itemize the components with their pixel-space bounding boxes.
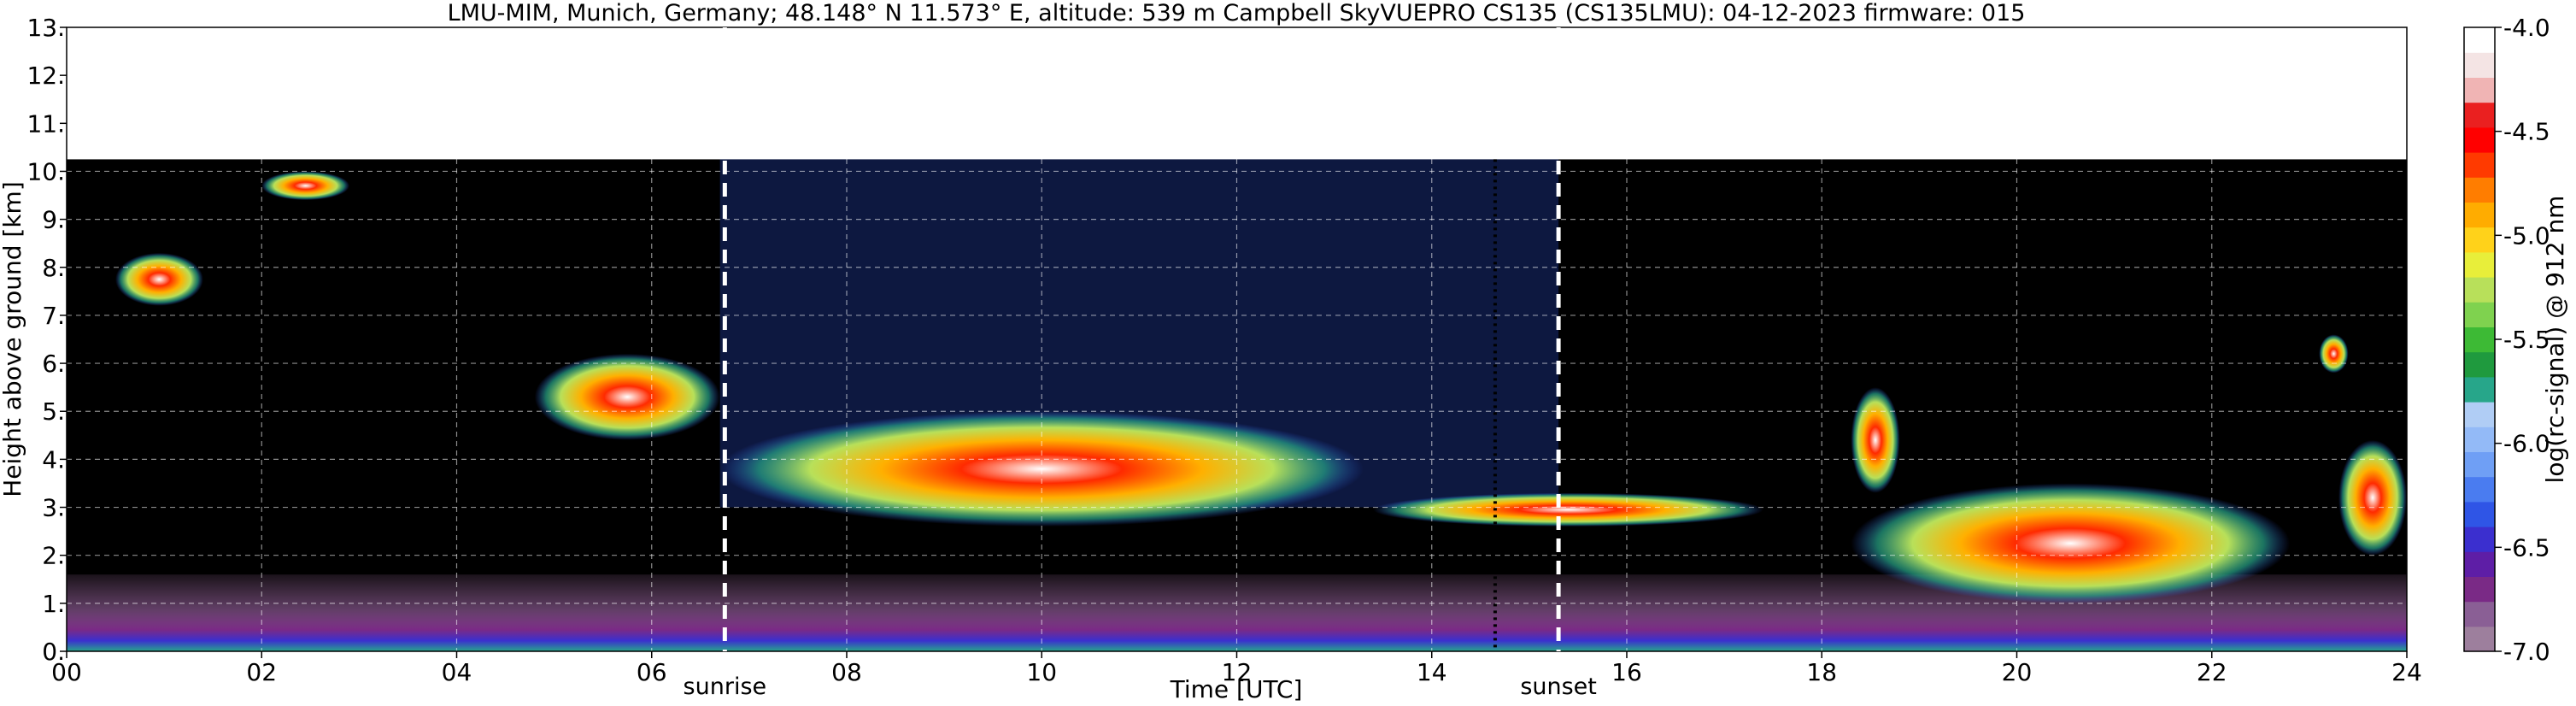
y-tick-label: 12. [26, 62, 65, 90]
colorbar-tick-label: -5.0 [2503, 221, 2550, 250]
y-tick-label: 5. [42, 397, 65, 426]
colorbar-swatch [2464, 626, 2495, 652]
colorbar-swatch [2464, 202, 2495, 228]
y-tick-label: 4. [42, 445, 65, 474]
x-tick-label: 10 [1026, 658, 1057, 686]
colorbar-swatch [2464, 376, 2495, 403]
colorbar-swatch [2464, 351, 2495, 378]
colorbar-swatch [2464, 277, 2495, 303]
colorbar-tick-label: -7.0 [2503, 638, 2550, 666]
colorbar-swatch [2464, 327, 2495, 353]
colorbar-swatch [2464, 476, 2495, 503]
cloud-feature-8 [2319, 334, 2349, 374]
colorbar-swatch [2464, 402, 2495, 427]
y-tick-label: 9. [42, 206, 65, 234]
colorbar-swatch [2464, 177, 2495, 203]
cloud-feature-6 [1851, 483, 2291, 603]
cloud-feature-1 [115, 252, 203, 306]
y-tick-label: 2. [42, 542, 65, 570]
x-tick-label: 12 [1222, 658, 1253, 686]
x-tick-label: 24 [2391, 658, 2422, 686]
x-tick-label: 16 [1611, 658, 1642, 686]
colorbar-swatch [2464, 102, 2495, 128]
colorbar-tick-label: -4.0 [2503, 14, 2550, 42]
colorbar-swatch [2464, 27, 2495, 53]
colorbar-swatch [2464, 302, 2495, 327]
y-tick-label: 11. [26, 109, 65, 138]
y-tick-label: 13. [26, 14, 65, 42]
colorbar-swatch [2464, 77, 2495, 103]
colorbar-tick-label: -4.5 [2503, 118, 2550, 146]
colorbar-swatch [2464, 427, 2495, 452]
x-tick-label: 00 [51, 658, 82, 686]
colorbar-tick-label: -6.0 [2503, 430, 2550, 458]
colorbar-label: log(rc-signal) @ 912 nm [2541, 196, 2569, 484]
grid-lines [67, 27, 2407, 651]
colorbar-swatch [2464, 451, 2495, 478]
colorbar-swatch [2464, 601, 2495, 627]
chart-title: LMU-MIM, Munich, Germany; 48.148° N 11.5… [448, 0, 2026, 26]
x-tick-label: 14 [1417, 658, 1447, 686]
cloud-feature-4 [719, 411, 1364, 527]
colorbar-swatch [2464, 501, 2495, 527]
x-axis-label: Time [UTC] [1170, 675, 1303, 703]
y-tick-label: 1. [42, 590, 65, 618]
colorbar-swatch [2464, 551, 2495, 577]
y-tick-label: 7. [42, 302, 65, 330]
colorbar-swatch [2464, 576, 2495, 603]
x-tick-label: 22 [2197, 658, 2227, 686]
y-tick-label: 0. [42, 638, 65, 666]
x-tick-label: 20 [2002, 658, 2033, 686]
colorbar-swatch [2464, 527, 2495, 552]
cloud-feature-2 [261, 171, 349, 201]
cloud-feature-9 [2338, 439, 2407, 556]
colorbar-tick-label: -5.5 [2503, 326, 2550, 354]
colorbar-swatch [2464, 251, 2495, 278]
sunrise-label: sunrise [684, 674, 767, 700]
x-tick-label: 18 [1806, 658, 1837, 686]
cloud-feature-3 [534, 353, 720, 440]
colorbar-swatch [2464, 227, 2495, 253]
colorbar-swatch [2464, 52, 2495, 78]
cloud-feature-5 [1373, 492, 1763, 527]
cloud-feature-7 [1851, 387, 1900, 493]
colorbar-swatch [2464, 126, 2495, 153]
x-tick-label: 06 [637, 658, 667, 686]
colorbar: -7.0 -6.5 -6.0 -5.5 -5.0 -4.5 -4.0 [2463, 14, 2550, 666]
y-tick-label: 8. [42, 254, 65, 282]
y-tick-label: 3. [42, 494, 65, 522]
y-tick-label: 6. [42, 350, 65, 378]
x-tick-label: 02 [246, 658, 277, 686]
colorbar-swatch [2464, 152, 2495, 178]
x-tick-label: 08 [831, 658, 862, 686]
y-tick-label: 10. [26, 157, 65, 185]
x-tick-label: 04 [442, 658, 472, 686]
y-axis-label: Height above ground [km] [0, 181, 26, 497]
colorbar-tick-label: -6.5 [2503, 533, 2550, 562]
sunset-label: sunset [1520, 674, 1597, 700]
